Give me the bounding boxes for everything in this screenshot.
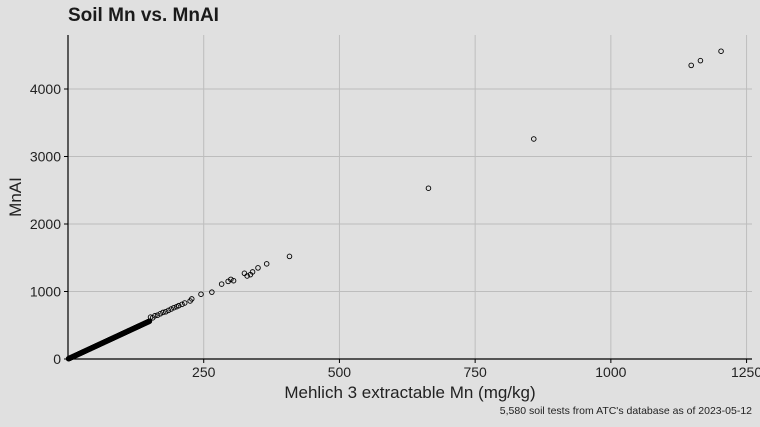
y-axis-title: MnAI xyxy=(6,177,25,217)
data-point xyxy=(160,309,166,316)
chart-title: Soil Mn vs. MnAI xyxy=(68,5,219,26)
data-point xyxy=(218,281,225,287)
x-tick-label: 750 xyxy=(463,364,487,380)
y-tick-label: 0 xyxy=(53,351,61,367)
data-point xyxy=(255,265,261,271)
data-point xyxy=(225,278,231,285)
data-point xyxy=(165,307,172,314)
data-point xyxy=(286,253,293,260)
data-point xyxy=(209,289,215,295)
data-point xyxy=(157,311,164,317)
data-point xyxy=(187,298,193,304)
y-tick-label: 2000 xyxy=(30,216,61,232)
data-point xyxy=(241,270,248,277)
data-point xyxy=(173,303,180,310)
data-point xyxy=(718,48,724,54)
y-tick-label: 3000 xyxy=(30,149,61,165)
data-point xyxy=(181,300,188,306)
tick-labels: 250 500 750 1000 1250 0 1000 2000 3000 4000 xyxy=(30,81,760,380)
axes xyxy=(64,35,752,363)
data-point xyxy=(531,136,537,142)
data-point xyxy=(263,261,270,267)
y-tick-label: 1000 xyxy=(30,284,61,300)
data-point xyxy=(198,291,204,297)
x-tick-label: 500 xyxy=(328,364,352,380)
data-point xyxy=(147,314,154,320)
data-point xyxy=(425,185,432,191)
data-point xyxy=(154,312,161,318)
chart-caption: 5,580 soil tests from ATC's database as … xyxy=(499,405,752,417)
data-points xyxy=(65,48,724,362)
data-point xyxy=(168,306,174,312)
y-tick-label: 4000 xyxy=(30,81,61,97)
data-point xyxy=(230,277,237,284)
grid-lines xyxy=(68,35,752,360)
data-point xyxy=(162,309,169,315)
data-point xyxy=(179,301,185,308)
x-axis-title: Mehlich 3 extractable Mn (mg/kg) xyxy=(284,383,535,402)
data-point xyxy=(171,304,177,311)
x-tick-label: 1000 xyxy=(595,364,626,380)
x-tick-label: 1250 xyxy=(731,364,760,380)
x-tick-label: 250 xyxy=(192,364,216,380)
data-point xyxy=(688,62,694,69)
data-point xyxy=(247,271,254,278)
data-point xyxy=(697,57,704,64)
